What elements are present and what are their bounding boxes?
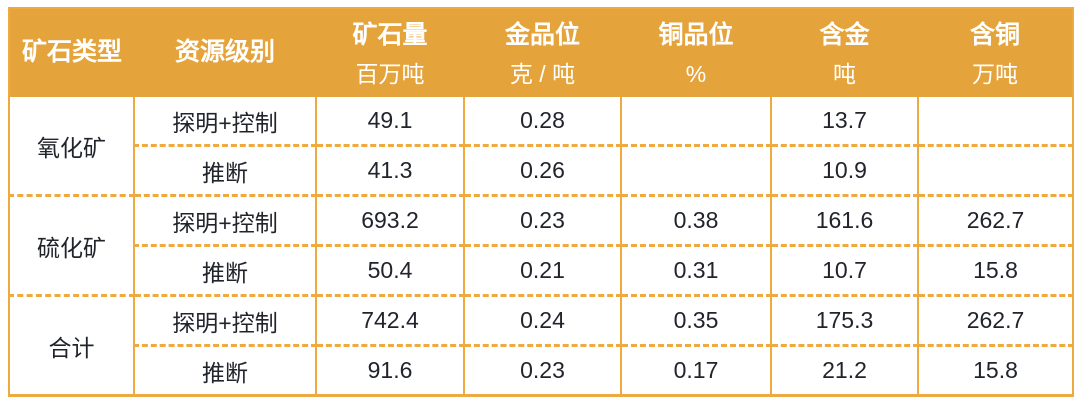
cell-ore-quantity: 49.1 [315,97,465,147]
cell-copper-grade: 0.35 [620,295,772,347]
header-ore-type: 矿石类型 [9,8,134,97]
cell-copper-grade: 0.31 [620,245,772,297]
header-ore-quantity-unit: 百万吨 [355,61,425,88]
table-row: 氧化矿 探明+控制 49.1 0.28 13.7 [8,97,1074,197]
cell-ore-quantity: 41.3 [315,145,465,197]
cell-copper-grade [620,145,772,197]
header-contained-copper-label: 含铜 [969,20,1020,49]
cell-contained-gold: 13.7 [770,97,919,147]
header-contained-gold: 含金 吨 [771,8,918,97]
header-contained-gold-label: 含金 [819,20,870,49]
cell-gold-grade: 0.23 [463,345,622,397]
cell-contained-copper: 262.7 [917,195,1074,247]
cell-resource-level: 探明+控制 [133,97,317,147]
header-contained-gold-unit: 吨 [833,61,856,88]
cell-resource-level: 推断 [133,345,317,397]
cell-contained-gold: 21.2 [770,345,919,397]
table-row: 合计 探明+控制 742.4 0.24 0.35 175.3 262.7 [8,295,1074,397]
table-row: 推断 41.3 0.26 10.9 [9,145,1074,197]
cell-contained-copper: 15.8 [917,245,1074,297]
header-gold-grade-label: 金品位 [504,20,580,49]
header-gold-grade: 金品位 克 / 吨 [464,8,621,97]
table-row: 推断 91.6 0.23 0.17 21.2 15.8 [9,345,1074,397]
table-row: 硫化矿 探明+控制 693.2 0.23 0.38 161.6 262.7 [8,195,1074,297]
cell-resource-level: 探明+控制 [133,295,317,347]
header-copper-grade-unit: % [685,61,707,88]
header-contained-copper: 含铜 万吨 [918,8,1073,97]
cell-ore-type: 硫化矿 [8,195,135,297]
header-ore-quantity-label: 矿石量 [352,20,428,49]
cell-gold-grade: 0.21 [463,245,622,297]
cell-resource-level: 推断 [133,145,317,197]
cell-ore-quantity: 91.6 [315,345,465,397]
cell-ore-type: 氧化矿 [8,97,135,197]
cell-resource-level: 探明+控制 [133,195,317,247]
header-gold-grade-unit: 克 / 吨 [509,61,576,88]
header-contained-copper-unit: 万吨 [972,61,1018,88]
cell-contained-gold: 10.9 [770,145,919,197]
cell-gold-grade: 0.23 [463,195,622,247]
cell-contained-gold: 161.6 [770,195,919,247]
cell-ore-type: 合计 [8,295,135,397]
cell-contained-gold: 175.3 [770,295,919,347]
cell-contained-gold: 10.7 [770,245,919,297]
cell-ore-quantity: 50.4 [315,245,465,297]
cell-ore-quantity: 693.2 [315,195,465,247]
cell-contained-copper [917,97,1074,147]
header-resource-level-label: 资源级别 [174,38,275,67]
cell-contained-copper [917,145,1074,197]
cell-ore-quantity: 742.4 [315,295,465,347]
header-copper-grade: 铜品位 % [621,8,771,97]
table-row: 推断 50.4 0.21 0.31 10.7 15.8 [9,245,1074,297]
cell-copper-grade: 0.38 [620,195,772,247]
header-ore-quantity: 矿石量 百万吨 [316,8,464,97]
cell-gold-grade: 0.24 [463,295,622,347]
cell-contained-copper: 262.7 [917,295,1074,347]
cell-resource-level: 推断 [133,245,317,297]
header-resource-level: 资源级别 [134,8,316,97]
header-copper-grade-label: 铜品位 [658,20,734,49]
mineral-resources-table: 矿石类型 资源级别 矿石量 百万吨 金品位 克 / 吨 铜品位 % [8,7,1074,397]
cell-copper-grade [620,97,772,147]
table-body: 氧化矿 探明+控制 49.1 0.28 13.7 推断 41.3 0.26 10… [8,97,1074,397]
cell-contained-copper: 15.8 [917,345,1074,397]
table-header: 矿石类型 资源级别 矿石量 百万吨 金品位 克 / 吨 铜品位 % [9,8,1073,97]
header-ore-type-label: 矿石类型 [21,38,122,67]
cell-copper-grade: 0.17 [620,345,772,397]
cell-gold-grade: 0.26 [463,145,622,197]
cell-gold-grade: 0.28 [463,97,622,147]
